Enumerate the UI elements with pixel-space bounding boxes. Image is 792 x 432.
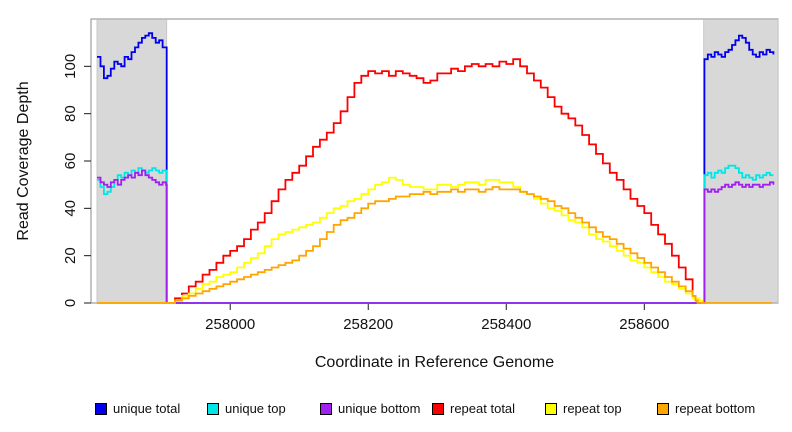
y-tick-label: 20 [62,247,79,264]
y-tick-label: 40 [62,200,79,217]
series-line-repeat-bottom [97,186,772,304]
series-line-repeat-total [97,58,704,304]
y-tick-label: 100 [62,54,79,79]
legend-item-repeat-top: repeat top [545,401,622,416]
unique-top-swatch-icon [207,402,219,415]
shaded-region-left [96,19,168,303]
series-line-unique-bottom [97,169,775,304]
legend-item-repeat-total: repeat total [432,401,515,416]
legend-label: unique total [113,401,181,416]
legend: unique total unique top unique bottom re… [0,401,792,417]
y-tick-label: 80 [62,105,79,122]
legend-label: repeat top [563,401,622,416]
legend-item-repeat-bottom: repeat bottom [657,401,755,416]
repeat-top-swatch-icon [545,402,557,415]
legend-item-unique-top: unique top [207,401,286,416]
legend-label: unique top [225,401,286,416]
x-tick-label: 258200 [343,316,393,333]
x-tick-label: 258400 [481,316,531,333]
legend-label: repeat total [450,401,516,416]
repeat-total-swatch-icon [432,402,444,415]
legend-label: unique bottom [338,401,421,416]
y-tick-label: 0 [62,299,79,307]
unique-total-swatch-icon [95,402,107,415]
legend-item-unique-total: unique total [95,401,180,416]
x-axis-title: Coordinate in Reference Genome [314,354,555,371]
shaded-region-right [703,19,779,303]
series-line-repeat-top [97,176,704,304]
legend-label: repeat bottom [675,401,756,416]
repeat-bottom-swatch-icon [657,402,669,415]
y-axis-title: Read Coverage Depth [15,81,32,241]
x-tick-label: 258000 [205,316,255,333]
y-tick-label: 60 [62,153,79,170]
plot-box [90,18,779,304]
unique-bottom-swatch-icon [320,402,332,415]
x-tick-label: 258600 [619,316,669,333]
series-line-unique-total [97,32,775,304]
legend-item-unique-bottom: unique bottom [320,401,420,416]
